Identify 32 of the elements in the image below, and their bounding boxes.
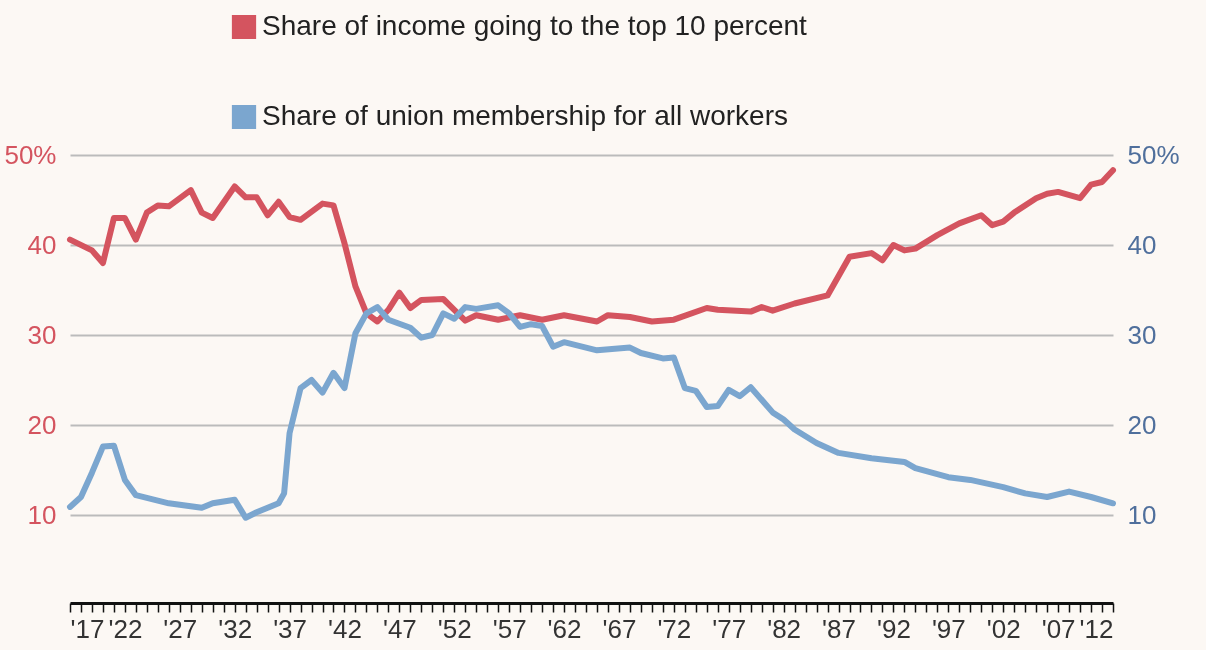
x-tick-label: '97 [931,613,966,644]
x-tick-label: '57 [492,613,527,644]
x-tick-label: '77 [712,613,747,644]
x-tick-label: '72 [657,613,692,644]
x-tick-label: '12 [1079,613,1114,644]
x-tick-label: '67 [602,613,637,644]
y2-tick-label: 40 [1127,229,1157,260]
x-tick-label: '52 [437,613,472,644]
y-tick-label: 30 [27,319,57,350]
y-tick-label: 20 [27,409,57,440]
x-tick-label: '37 [273,613,308,644]
x-tick-label: '47 [382,613,417,644]
x-tick-label: '82 [767,613,802,644]
x-tick-label: '42 [328,613,362,644]
y-tick-label: 10 [27,499,57,530]
x-tick-label: '62 [547,613,582,644]
y2-tick-label: 20 [1127,409,1157,440]
x-tick-label: '27 [163,613,198,644]
x-tick-label: '02 [986,613,1021,644]
x-tick-label: '92 [876,613,911,644]
y-tick-label: 40 [27,229,57,260]
y2-tick-label: 50% [1127,139,1180,170]
x-tick-label: '07 [1041,613,1076,644]
legend-label: Share of income going to the top 10 percent [262,10,808,41]
y-tick-label: 50% [4,139,57,170]
x-tick-label: '87 [822,613,856,644]
y2-tick-label: 10 [1127,499,1157,530]
x-tick-label: '17 [70,613,105,644]
legend-label: Share of union membership for all workers [262,100,789,131]
x-tick-label: '22 [108,613,143,644]
y2-tick-label: 30 [1127,319,1157,350]
x-tick-label: '32 [218,613,253,644]
